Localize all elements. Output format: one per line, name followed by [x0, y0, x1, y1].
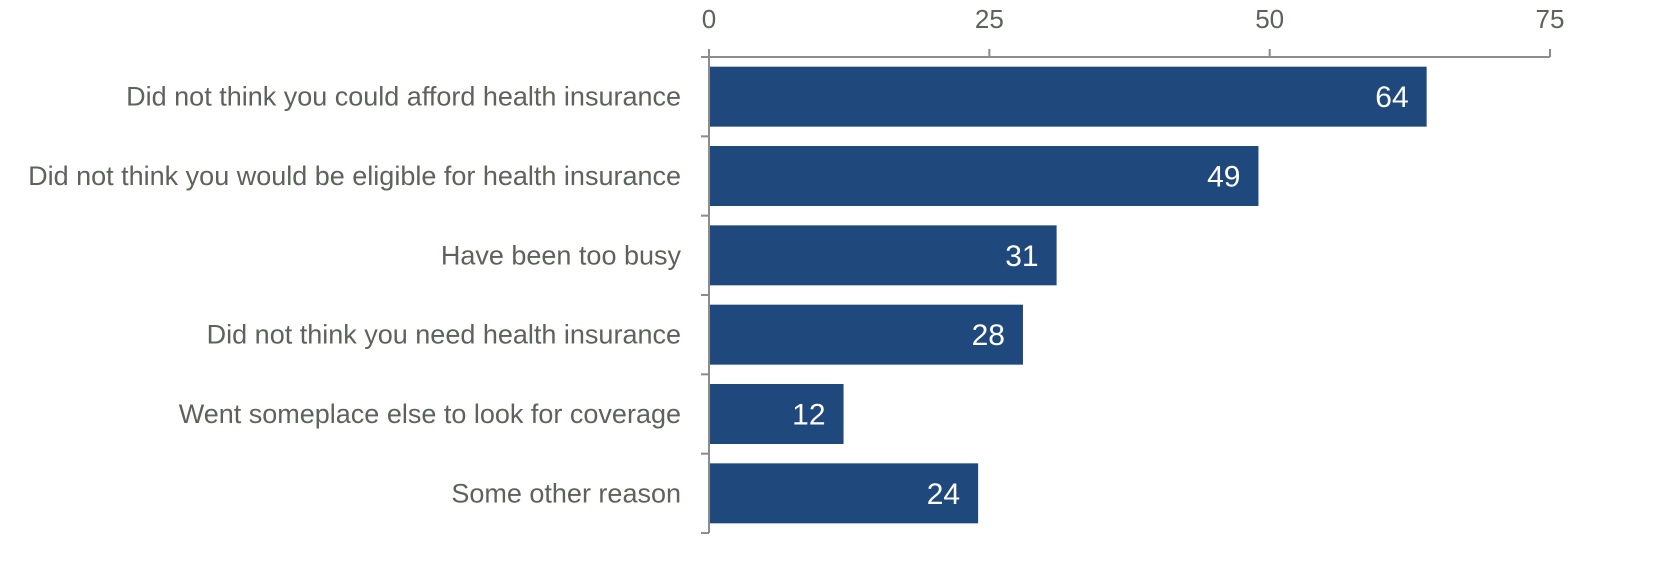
bar [710, 304, 1023, 365]
category-label: Did not think you could afford health in… [126, 82, 681, 112]
x-tick-label: 0 [702, 4, 716, 34]
bar [710, 146, 1259, 206]
bar-value-label: 28 [972, 319, 1005, 352]
bar-value-label: 12 [792, 399, 825, 432]
bar [710, 463, 979, 524]
bar-value-label: 24 [927, 478, 960, 511]
bar [710, 66, 1427, 127]
category-label: Went someplace else to look for coverage [179, 399, 681, 429]
x-tick-label: 75 [1536, 4, 1565, 34]
bar-value-label: 31 [1005, 240, 1038, 273]
bar-series [710, 66, 1427, 524]
x-tick-label: 25 [975, 4, 1004, 34]
axes [708, 56, 1550, 533]
x-axis-ticks: 0 25 50 75 [701, 4, 1565, 534]
bar [710, 225, 1057, 286]
category-label: Have been too busy [441, 240, 682, 270]
category-labels: Did not think you could afford health in… [28, 82, 681, 509]
category-label: Did not think you would be eligible for … [28, 161, 681, 191]
bar-value-label: 49 [1207, 161, 1240, 194]
category-label: Did not think you need health insurance [207, 320, 681, 350]
value-labels: 64 49 31 28 12 24 [792, 81, 1408, 511]
bar [710, 384, 844, 444]
bar-value-label: 64 [1375, 81, 1408, 114]
x-tick-label: 50 [1255, 4, 1284, 34]
category-label: Some other reason [451, 478, 681, 508]
